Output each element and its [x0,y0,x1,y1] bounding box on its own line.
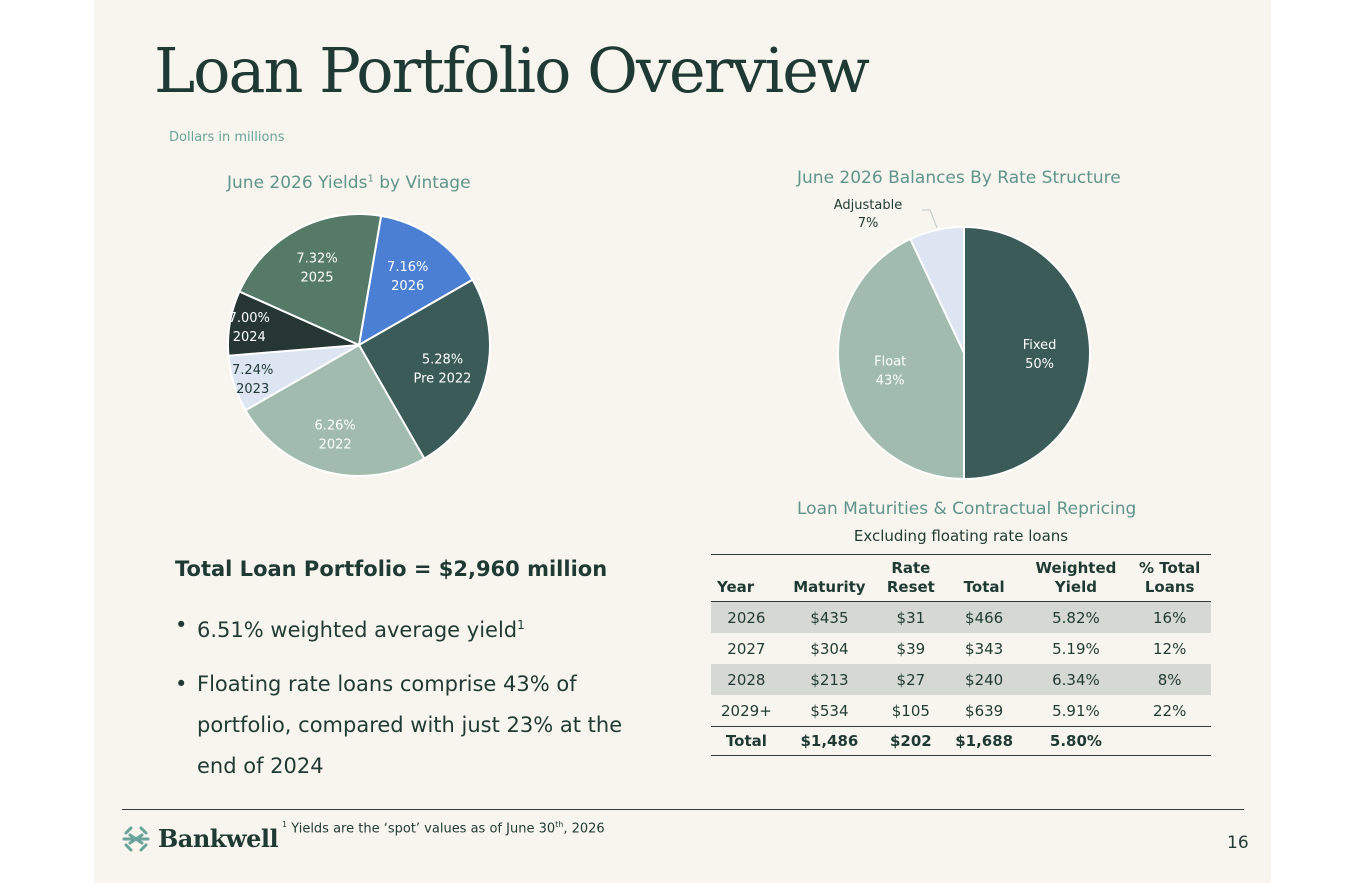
maturities-table: Year Maturity Rate Reset Total Weighted Yi… [711,554,1211,756]
table-total-row: Total $1,486 $202 $1,688 5.80% [711,726,1211,756]
total-portfolio-summary: Total Loan Portfolio = $2,960 million [175,557,608,581]
pie-slice-2022 [244,343,426,477]
table-row: 2029+ $534 $105 $639 5.91% 22% [711,695,1211,727]
cell-total: $343 [965,639,1004,658]
cell-total: $466 [944,601,1024,633]
pie-slice-float [837,237,965,481]
cell-year: 2029+ [721,701,772,720]
pie-slice-adjustable [909,225,965,354]
footer-divider [122,809,1244,810]
pie-label-fixed: Fixed 50% [1023,338,1057,372]
units-note: Dollars in millions [169,130,285,145]
cell-weighted-yield: 5.91% [1052,701,1100,720]
pie-label-adjustable: Adjustable 7% [834,198,902,231]
maturities-table-subtitle: Excluding floating rate loans [853,527,1069,545]
adjustable-callout-line [922,209,938,229]
cell-rate-reset: $31 [877,601,945,633]
cell-year: 2027 [727,639,766,658]
cell-weighted-yield: 6.34% [1023,664,1129,695]
cell-year: 2028 [711,664,782,695]
pie-label-float: Float 43% [874,354,906,388]
rate-structure-chart-title: June 2026 Balances By Rate Structure [797,168,1121,188]
col-pct-total-loans: % Total Loans [1128,554,1211,602]
cell-pct-total: 8% [1128,664,1211,695]
cell-weighted-yield: 5.80% [1023,726,1129,756]
bankwell-logo-text: Bankwell [158,824,279,853]
col-year: Year [711,554,782,602]
slide: Loan Portfolio Overview Dollars in milli… [94,0,1271,883]
pie-slice-fixed [963,225,1091,481]
bullet-yield: 6.51% weighted average yield1 [175,605,635,651]
vintage-yield-pie: 7.16% 2026 5.28% Pre 2022 6.26% 2022 7.24% 2023… [227,213,491,477]
table-header-row: Year Maturity Rate Reset Total Weighted Yi… [711,554,1211,602]
cell-total: $1,688 [944,726,1024,756]
pie-slice-pre-2022 [357,278,491,460]
cell-pct-total [1128,726,1211,756]
bankwell-logo-icon [122,826,150,851]
table-row: 2026 $435 $31 $466 5.82% 16% [711,601,1211,633]
rate-structure-pie: Fixed 50% Float 43% Adjustable 7% [834,198,1091,481]
cell-total: $240 [944,664,1024,695]
cell-pct-total: 22% [1152,701,1187,720]
table-row: 2027 $304 $39 $343 5.19% 12% [711,633,1211,664]
cell-maturity: $435 [781,601,878,633]
key-points: 6.51% weighted average yield1 Floating r… [175,605,635,800]
maturities-table-title: Loan Maturities & Contractual Repricing [797,499,1137,519]
cell-rate-reset: $202 [877,726,945,756]
pie-label-2023: 7.24% 2023 [232,363,273,397]
pie-label-2022: 6.26% 2022 [314,419,355,453]
cell-weighted-yield: 5.19% [1052,639,1100,658]
cell-pct-total: 16% [1128,601,1211,633]
col-weighted-yield: Weighted Yield [1023,554,1129,602]
bullet-floating-rate: Floating rate loans comprise 43% of port… [175,664,635,787]
cell-maturity: $534 [810,701,849,720]
cell-rate-reset: $105 [891,701,930,720]
page-title: Loan Portfolio Overview [154,34,870,107]
pie-slice-2026 [357,214,474,347]
footnote: 1 Yields are the ‘spot’ values as of Jun… [282,820,605,837]
cell-pct-total: 12% [1152,639,1187,658]
cell-maturity: $1,486 [781,726,878,756]
vintage-chart-title: June 2026 Yields1 by Vintage [227,173,471,193]
pie-label-pre-2022: 5.28% Pre 2022 [414,353,472,387]
col-total: Total [944,554,1024,602]
col-rate-reset: Rate Reset [877,554,945,602]
pie-label-2026: 7.16% 2026 [387,260,428,294]
table-row: 2028 $213 $27 $240 6.34% 8% [711,664,1211,695]
page-number: 16 [1227,833,1249,853]
pie-slice-2025 [238,213,383,347]
cell-maturity: $304 [810,639,849,658]
cell-maturity: $213 [781,664,878,695]
cell-total: $639 [965,701,1004,720]
cell-rate-reset: $27 [877,664,945,695]
col-maturity: Maturity [781,554,878,602]
pie-label-2024: 7.00% 2024 [229,311,270,345]
cell-rate-reset: $39 [896,639,926,658]
bankwell-logo: Bankwell [122,824,279,853]
cell-weighted-yield: 5.82% [1023,601,1129,633]
pie-label-2025: 7.32% 2025 [296,251,337,285]
cell-year: Total [711,726,782,756]
cell-year: 2026 [711,601,782,633]
